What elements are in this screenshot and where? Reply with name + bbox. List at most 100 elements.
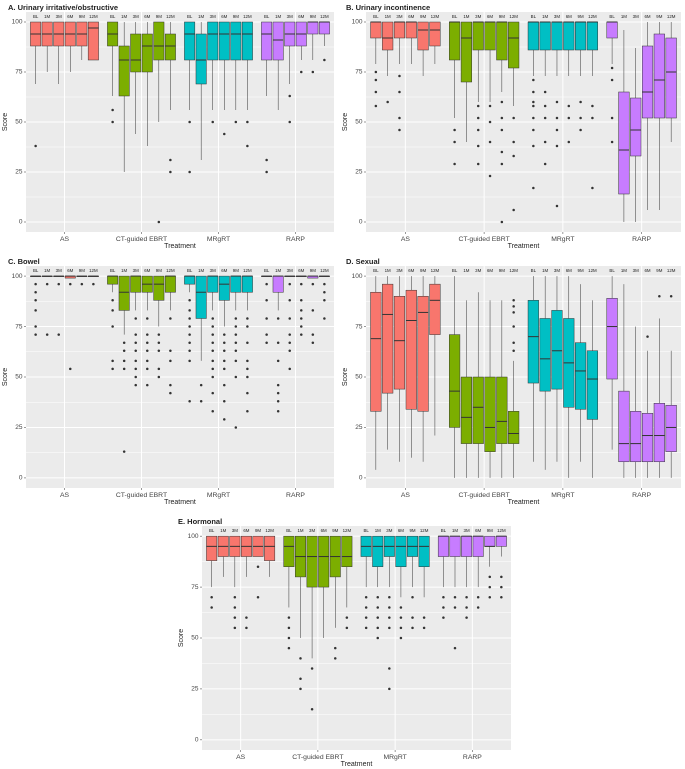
x-axis-label: Treatment [164,499,196,506]
timepoint-label: 6M [398,528,404,533]
box [370,291,382,412]
timepoint-label: 1M [385,268,391,273]
outlier-point [399,636,403,640]
timepoint-label: 9M [499,268,505,273]
outlier-point [658,295,661,298]
outlier-point [276,341,280,344]
outlier-point [211,317,214,320]
outlier-point [199,399,203,403]
y-axis-label: Score [342,368,349,386]
outlier-point [532,144,535,148]
timepoint-label: 6M [475,528,481,533]
outlier-point [233,596,237,599]
outlier-point [374,104,378,108]
outlier-point [323,290,326,294]
outlier-point [388,626,391,630]
timepoint-label: BL [452,14,458,19]
outlier-point [398,128,401,132]
y-tick-label: 100 [352,19,363,26]
x-axis-label: Treatment [508,499,540,506]
outlier-point [287,616,291,619]
outlier-point [211,333,214,336]
outlier-point [398,74,401,78]
outlier-point [476,596,480,599]
outlier-point [465,616,468,619]
box [218,21,230,61]
outlier-point [579,100,582,104]
outlier-point [34,299,37,302]
outlier-point [234,120,238,124]
outlier-point [234,349,238,353]
box [218,275,230,301]
outlier-point [211,359,214,363]
outlier-point [422,616,426,619]
outlier-point [442,596,445,599]
outlier-point [287,646,291,650]
outlier-point [512,208,515,212]
y-tick-label: 0 [19,475,23,482]
outlier-point [543,104,547,108]
panel-title: E. Hormonal [178,517,222,526]
box [307,21,319,35]
outlier-point [188,399,191,403]
timepoint-label: 6M [487,268,493,273]
outlier-point [399,616,403,619]
outlier-point [122,341,126,344]
outlier-point [376,616,379,619]
outlier-point [234,375,238,379]
x-tick-label: CT-guided EBRT [458,236,509,243]
chart-panel-1: A. Urinary irritative/obstructive 0 25 50 75… [2,3,334,250]
outlier-point [323,58,326,62]
outlier-point [288,333,291,336]
timepoint-label: 1M [275,268,281,273]
timepoint-label: BL [531,14,537,19]
outlier-point [199,383,203,387]
x-tick-label: MRgRT [551,492,574,499]
timepoint-label: BL [110,268,116,273]
outlier-point [364,626,368,630]
box [241,21,253,61]
y-tick-label: 50 [191,635,199,642]
outlier-point [488,596,492,599]
timepoint-label: 1M [220,528,226,533]
timepoint-label: 9M [420,14,426,19]
box [539,21,551,51]
timepoint-label: BL [187,14,193,19]
outlier-point [488,120,492,124]
outlier-point [188,120,191,124]
panel-title: D. Sexual [346,257,380,266]
outlier-point [398,116,401,120]
outlier-point [311,70,315,74]
outlier-point [111,108,114,112]
timepoint-label: 3M [396,14,402,19]
x-tick-label: CT-guided EBRT [292,754,343,761]
outlier-point [555,116,559,120]
outlier-point [300,333,303,336]
timepoint-label: 1M [621,268,627,273]
y-axis-label: Score [2,368,9,386]
box [472,376,484,444]
x-tick-label: AS [401,492,411,499]
outlier-point [246,410,249,413]
outlier-point [334,657,337,660]
outlier-point [300,325,303,328]
box [230,275,242,293]
timepoint-label: 9M [499,14,505,19]
outlier-point [188,325,191,328]
timepoint-label: 12M [420,528,429,533]
outlier-point [233,616,237,619]
y-tick-label: 0 [359,475,363,482]
timepoint-label: 12M [265,528,274,533]
outlier-point [246,325,249,328]
box [417,296,429,412]
outlier-point [146,333,149,336]
timepoint-label: 9M [79,268,85,273]
timepoint-label: 1M [44,14,50,19]
outlier-point [376,606,379,609]
timepoint-label: 1M [385,14,391,19]
box [449,334,461,428]
outlier-point [488,140,492,144]
outlier-point [465,596,468,599]
x-tick-label: RARP [286,492,305,499]
timepoint-label: BL [373,268,379,273]
